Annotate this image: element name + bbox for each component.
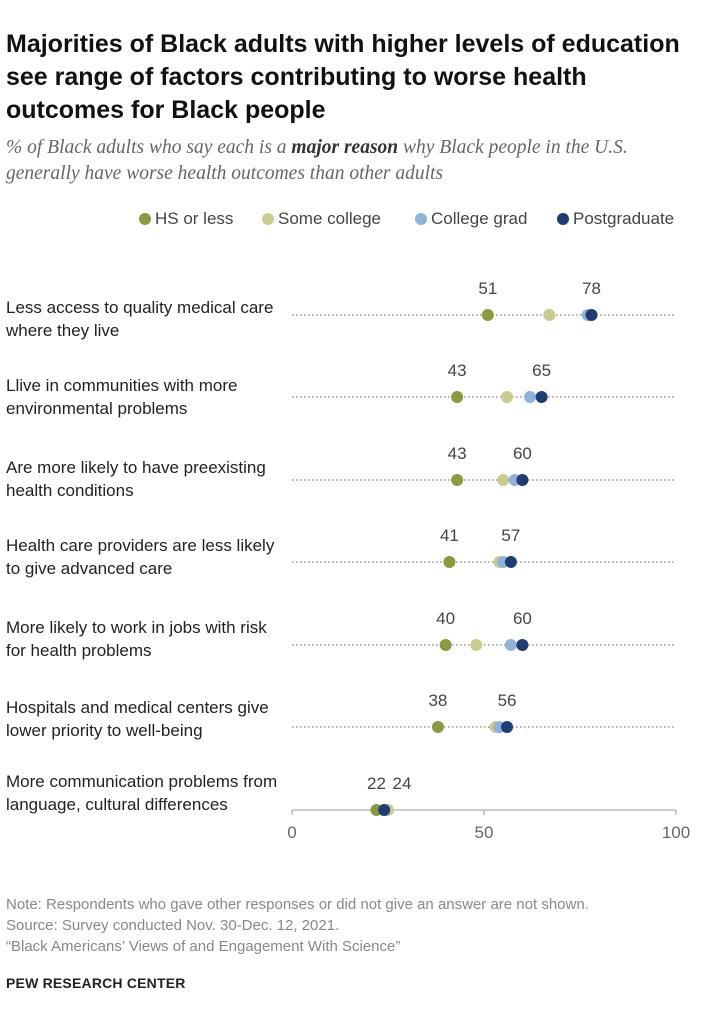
legend-dot-some-college bbox=[262, 213, 274, 225]
footer-note: Note: Respondents who gave other respons… bbox=[6, 896, 589, 913]
dot-hs-or-less bbox=[443, 556, 456, 568]
dot-postgraduate bbox=[535, 391, 548, 403]
value-label-high: 57 bbox=[501, 526, 520, 545]
legend-item-college-grad: College grad bbox=[415, 207, 527, 231]
value-label-high: 24 bbox=[393, 774, 412, 793]
dot-postgraduate bbox=[504, 556, 517, 568]
legend-label-postgraduate: Postgraduate bbox=[573, 209, 675, 228]
row-label: Are more likely to have preexisting heal… bbox=[6, 458, 266, 500]
subtitle-post: why Black people in the U.S. generally h… bbox=[6, 137, 628, 184]
dot-postgraduate bbox=[516, 639, 529, 651]
axis-tick-label: 0 bbox=[287, 823, 296, 842]
row-label: More likely to work in jobs with risk fo… bbox=[6, 618, 267, 660]
axis-tick-label: 100 bbox=[662, 823, 690, 842]
value-label-high: 56 bbox=[498, 691, 517, 710]
value-label-high: 65 bbox=[532, 361, 551, 380]
dot-postgraduate bbox=[378, 804, 391, 816]
dot-postgraduate bbox=[516, 474, 529, 486]
dot-hs-or-less bbox=[431, 721, 444, 733]
legend-item-hs: HS or less bbox=[139, 207, 233, 231]
subtitle-pre: % of Black adults who say each is a bbox=[6, 137, 292, 158]
dot-hs-or-less bbox=[451, 474, 464, 486]
dot-hs-or-less bbox=[451, 391, 464, 403]
chart-footer: Note: Respondents who gave other respons… bbox=[6, 894, 706, 957]
row-label: Hospitals and medical centers give lower… bbox=[6, 698, 269, 740]
subtitle-emphasis: major reason bbox=[291, 137, 399, 158]
footer-source: Source: Survey conducted Nov. 30-Dec. 12… bbox=[6, 917, 340, 934]
legend-label-college-grad: College grad bbox=[431, 209, 528, 228]
value-label-high: 60 bbox=[513, 609, 532, 628]
value-label-high: 78 bbox=[582, 279, 601, 298]
dot-some-college bbox=[470, 639, 483, 651]
value-label-low: 43 bbox=[448, 444, 467, 463]
row-label: Health care providers are less likely to… bbox=[6, 536, 275, 578]
dot-hs-or-less bbox=[439, 639, 452, 651]
row-label: Llive in communities with more environme… bbox=[6, 376, 238, 418]
dot-postgraduate bbox=[501, 721, 514, 733]
value-label-low: 43 bbox=[448, 361, 467, 380]
brand-logo-text: PEW RESEARCH CENTER bbox=[6, 975, 186, 991]
footer-report: “Black Americans’ Views of and Engagemen… bbox=[6, 938, 401, 955]
value-label-low: 38 bbox=[428, 691, 447, 710]
value-label-high: 60 bbox=[513, 444, 532, 463]
dot-postgraduate bbox=[585, 309, 598, 321]
value-label-low: 22 bbox=[367, 774, 386, 793]
legend-item-some-college: Some college bbox=[262, 207, 381, 231]
legend-item-postgraduate: Postgraduate bbox=[557, 207, 674, 231]
dot-some-college bbox=[543, 309, 556, 321]
legend-dot-postgraduate bbox=[557, 213, 569, 225]
dot-some-college bbox=[501, 391, 514, 403]
value-label-low: 41 bbox=[440, 526, 459, 545]
row-label: More communication problems from languag… bbox=[6, 772, 278, 814]
value-label-low: 40 bbox=[436, 609, 455, 628]
dot-hs-or-less bbox=[481, 309, 494, 321]
legend-label-some-college: Some college bbox=[278, 209, 382, 228]
legend-dot-hs bbox=[139, 213, 151, 225]
chart-legend: HS or less Some college College grad Pos… bbox=[0, 207, 716, 231]
dot-plot: 51 78 43 65 43 60 41 57 40 60 38 56 22 24 0 50 100 bbox=[287, 279, 690, 842]
dot-college-grad bbox=[524, 391, 537, 403]
legend-dot-college-grad bbox=[415, 213, 427, 225]
dot-some-college bbox=[497, 474, 510, 486]
axis-tick-label: 50 bbox=[475, 823, 494, 842]
legend-label-hs: HS or less bbox=[155, 209, 234, 228]
value-label-low: 51 bbox=[478, 279, 497, 298]
chart-subtitle: % of Black adults who say each is a majo… bbox=[6, 135, 706, 187]
dot-college-grad bbox=[504, 639, 517, 651]
chart-title: Majorities of Black adults with higher l… bbox=[6, 30, 680, 124]
row-label: Less access to quality medical care wher… bbox=[6, 298, 274, 340]
